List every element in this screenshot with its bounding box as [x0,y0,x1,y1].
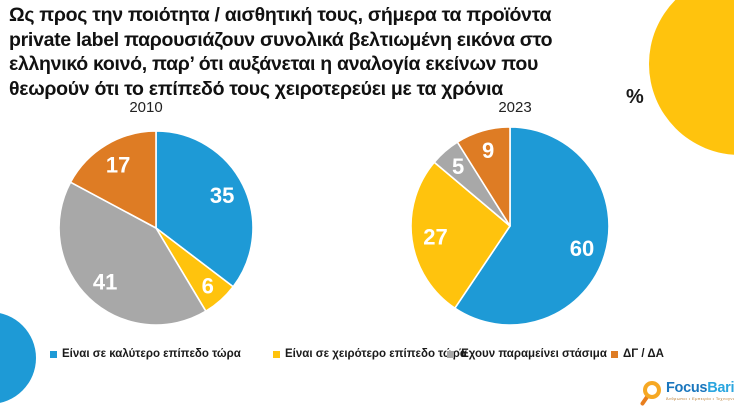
logo-text-focus: Focus [666,380,708,396]
logo-wordmark: FocusBari [666,380,734,396]
decorative-blue-circle [0,312,36,404]
title-line-1: Ως προς την ποιότητα / αισθητική τους, σ… [9,4,552,26]
legend-item-dk-na: ΔΓ / ΔΑ [611,347,664,361]
magnifier-icon [640,381,661,406]
pie-slice-value-2010-1: 6 [202,274,214,299]
legend-item-worse-now: Είναι σε χειρότερο επίπεδο τώρα [273,347,467,361]
pie-slice-2010-0 [155,130,254,288]
legend-label-worse-now: Είναι σε χειρότερο επίπεδο τώρα [285,348,467,360]
pie-year-label-2010: 2010 [129,99,163,116]
pie-slice-2023-0 [454,126,610,326]
pie-slice-value-2010-2: 41 [93,269,117,294]
logo-text-bari: Bari [707,380,734,396]
slide-title: Ως προς την ποιότητα / αισθητική τους, σ… [9,3,553,101]
legend-marker-better-now [50,350,57,358]
percent-unit-label: % [626,86,644,108]
legend-marker-worse-now [273,350,280,358]
pie-slice-value-2010-3: 17 [106,153,130,178]
title-line-4: θεωρούν ότι το επίπεδό τους χειροτερεύει… [9,77,503,100]
pie-slice-value-2023-3: 9 [482,138,494,163]
logo-tagline: Άνθρωποι • Εμπειρία • Τεχνογνωσία [666,396,734,401]
pie-chart-2010: 35 6 41 17 [57,129,255,327]
legend-label-stayed-same: Έχουν παραμείνει στάσιμα [459,348,607,360]
legend-item-better-now: Είναι σε καλύτερο επίπεδο τώρα [50,347,241,361]
pie-slice-value-2023-1: 27 [423,224,447,249]
pie-chart-2023: 60 27 5 9 [409,125,611,327]
title-line-2: private label παρουσιάζουν συνολικά βελτ… [9,28,553,51]
pie-slice-value-2023-2: 5 [452,154,464,179]
pie-slice-2023-1 [410,161,511,310]
pie-slice-2010-3 [69,130,157,229]
pie-year-label-2023: 2023 [498,99,532,116]
legend-label-better-now: Είναι σε καλύτερο επίπεδο τώρα [62,348,241,360]
legend-item-stayed-same: Έχουν παραμείνει στάσιμα [447,347,607,361]
legend-marker-dk-na [611,350,618,358]
pie-slice-2023-3 [456,126,511,227]
title-line-3: ελληνικό κοινό, παρ’ ότι αυξάνεται η ανα… [9,53,539,75]
focusbari-logo: FocusBari Άνθρωποι • Εμπειρία • Τεχνογνω… [640,380,734,410]
pie-slice-value-2010-0: 35 [210,183,234,208]
decorative-yellow-circle [649,0,734,155]
pie-slice-2010-2 [58,181,207,326]
pie-slice-value-2023-0: 60 [570,236,594,261]
legend-marker-stayed-same [447,350,454,358]
legend-label-dk-na: ΔΓ / ΔΑ [623,348,664,360]
